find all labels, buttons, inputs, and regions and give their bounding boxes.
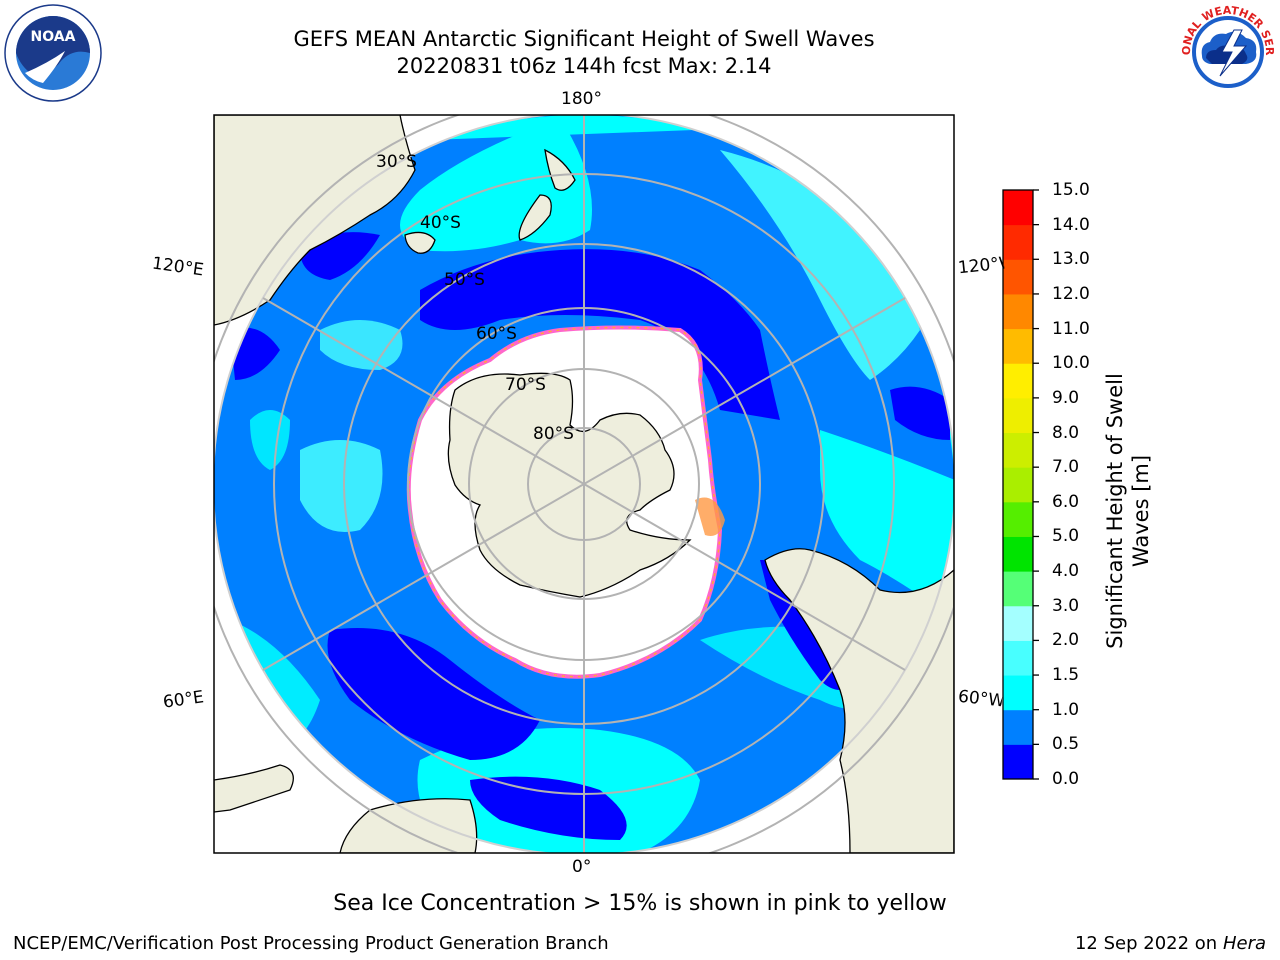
colorbar-label: Significant Height of Swell Waves [m] (1103, 373, 1153, 649)
colorbar-tick-label: 6.0 (1052, 491, 1080, 512)
colorbar-swatch (1003, 363, 1033, 399)
plot-title-line-1: GEFS MEAN Antarctic Significant Height o… (293, 27, 875, 51)
colorbar-swatch (1003, 605, 1033, 641)
noaa-logo-text: NOAA (31, 29, 76, 45)
colorbar-swatch (1003, 467, 1033, 503)
colorbar-swatch (1003, 224, 1033, 260)
colorbar-swatch (1003, 259, 1033, 295)
colorbar-tick-label: 14.0 (1052, 214, 1090, 235)
colorbar-tick-label: 7.0 (1052, 457, 1080, 478)
graticule (214, 115, 954, 853)
lon-label-0: 0° (572, 857, 592, 877)
colorbar-tick-label: 12.0 (1052, 283, 1090, 304)
footer-date: 12 Sep 2022 on Hera (1075, 933, 1266, 954)
colorbar-tick-label: 11.0 (1052, 318, 1090, 339)
colorbar-tick-label: 5.0 (1052, 526, 1080, 547)
colorbar-swatch (1003, 536, 1033, 572)
colorbar-tick-label: 1.0 (1052, 699, 1080, 720)
colorbar-frame (1002, 189, 1034, 780)
colorbar-tick-label: 10.0 (1052, 353, 1090, 374)
colorbar-swatch (1003, 640, 1033, 676)
colorbar-swatch (1003, 328, 1033, 364)
lat-label-50s: 50°S (444, 270, 485, 290)
colorbar-tick-label: 1.5 (1052, 665, 1080, 686)
lat-label-30s: 30°S (376, 152, 417, 172)
plot-title-line-2: 20220831 t06z 144h fcst Max: 2.14 (396, 54, 772, 78)
colorbar (1002, 189, 1039, 780)
lat-label-70s: 70°S (505, 375, 546, 395)
colorbar-tick-label: 0.0 (1052, 769, 1080, 789)
sea-ice (406, 325, 725, 679)
footer-credit: NCEP/EMC/Verification Post Processing Pr… (13, 933, 609, 954)
colorbar-tick-label: 13.0 (1052, 249, 1090, 270)
sea-ice-caption: Sea Ice Concentration > 15% is shown in … (333, 891, 947, 916)
colorbar-tick-label: 2.0 (1052, 630, 1080, 651)
lat-label-40s: 40°S (420, 213, 461, 233)
colorbar-swatch (1003, 675, 1033, 711)
colorbar-swatch (1003, 501, 1033, 537)
colorbar-tick-label: 8.0 (1052, 422, 1080, 443)
colorbar-swatch (1003, 709, 1033, 745)
colorbar-tick-label: 0.5 (1052, 734, 1080, 755)
colorbar-tick-label: 9.0 (1052, 387, 1080, 408)
colorbar-swatch (1003, 744, 1033, 780)
lon-label-180: 180° (561, 89, 602, 109)
lat-label-60s: 60°S (476, 324, 517, 344)
map-frame (213, 114, 955, 854)
colorbar-tick-label: 3.0 (1052, 595, 1080, 616)
colorbar-swatch (1003, 293, 1033, 330)
colorbar-tick-label: 15.0 (1052, 180, 1090, 200)
footer-date-text: 12 Sep 2022 on (1074, 933, 1218, 954)
noaa-logo-icon: NOAA (4, 4, 102, 102)
colorbar-tick-label: 4.0 (1052, 561, 1080, 582)
national-weather-service-logo-icon: NATIONAL WEATHER SERVICE (1176, 0, 1276, 100)
colorbar-swatch (1003, 397, 1033, 434)
colorbar-swatch (1003, 432, 1033, 468)
footer-host: Hera (1222, 933, 1266, 954)
lat-label-80s: 80°S (533, 424, 574, 444)
colorbar-swatch (1003, 190, 1033, 226)
colorbar-swatch (1003, 571, 1033, 607)
